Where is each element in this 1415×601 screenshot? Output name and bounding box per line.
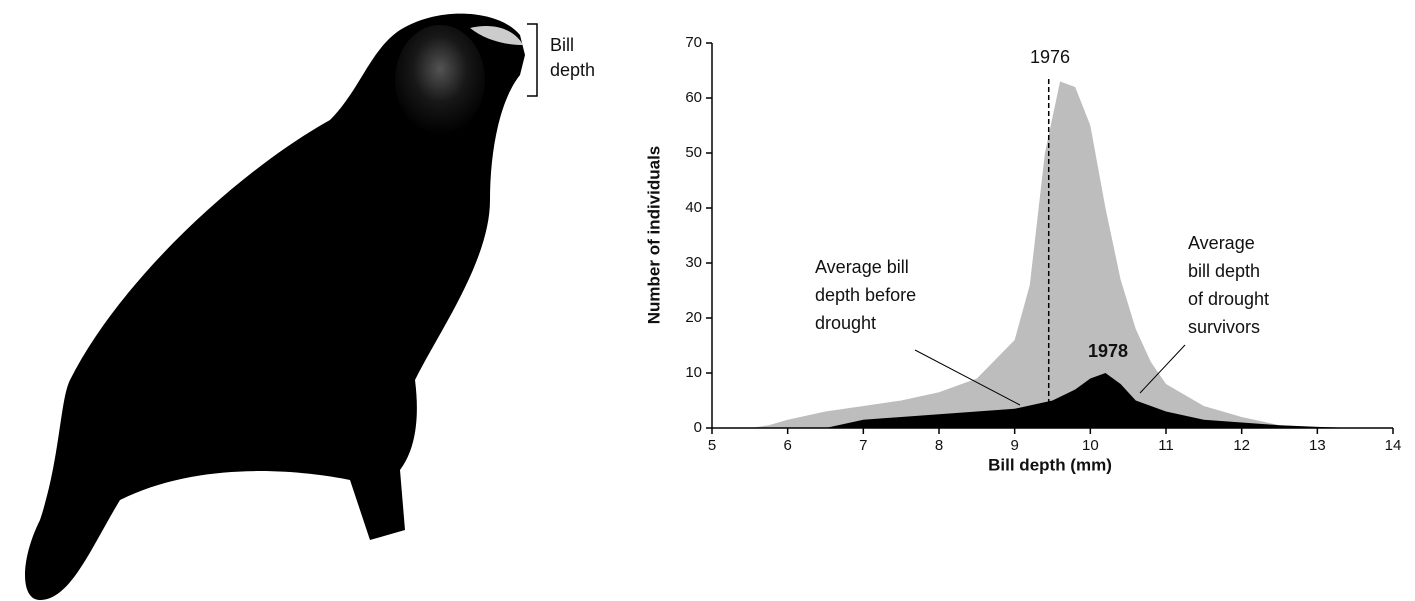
y-tick-label: 10 xyxy=(685,364,702,381)
y-tick-label: 40 xyxy=(685,199,702,216)
bird: Bill depth xyxy=(25,14,595,600)
page: Bill depth Bill depth (mm) Number of ind… xyxy=(0,0,1415,601)
x-tick-label: 10 xyxy=(1082,437,1099,454)
area xyxy=(750,82,1355,429)
bird-head-highlight xyxy=(395,25,485,135)
annotation: of drought xyxy=(1188,289,1269,309)
x-tick-label: 9 xyxy=(1010,437,1018,454)
x-tick-label: 11 xyxy=(1158,437,1174,454)
x-tick-label: 12 xyxy=(1233,437,1250,454)
x-tick-label: 6 xyxy=(783,437,791,454)
y-tick-label: 20 xyxy=(685,309,702,326)
figure: Bill depth Bill depth (mm) Number of ind… xyxy=(0,0,1415,601)
series-label: 1976 xyxy=(1030,47,1070,67)
bill-bracket xyxy=(527,24,537,96)
x-tick-label: 8 xyxy=(935,437,943,454)
plot: 0 10 20 30 40 50 60 70 5 6 7 8 9 10 11 12 13 14 1976 1978 Av… xyxy=(685,34,1401,454)
x-tick-label: 13 xyxy=(1309,437,1326,454)
annotation: survivors xyxy=(1188,317,1260,337)
bird-label: depth xyxy=(550,60,595,80)
y-tick-label: 50 xyxy=(685,144,702,161)
series-label: 1978 xyxy=(1088,341,1128,361)
y-tick-label: 0 xyxy=(694,419,702,436)
y-axis-title: Number of individuals xyxy=(644,146,663,325)
annotation: Average xyxy=(1188,233,1255,253)
x-axis-title: Bill depth (mm) xyxy=(988,455,1112,474)
y-tick-label: 70 xyxy=(685,34,702,51)
y-tick-label: 60 xyxy=(685,89,702,106)
x-tick-label: 14 xyxy=(1385,437,1402,454)
annotation: Average bill xyxy=(815,257,909,277)
y-tick-label: 30 xyxy=(685,254,702,271)
annotation: depth before xyxy=(815,285,916,305)
bird-label: Bill xyxy=(550,35,574,55)
x-tick-label: 7 xyxy=(859,437,867,454)
annotation: bill depth xyxy=(1188,261,1260,281)
annotation: drought xyxy=(815,313,876,333)
x-tick-label: 5 xyxy=(708,437,716,454)
